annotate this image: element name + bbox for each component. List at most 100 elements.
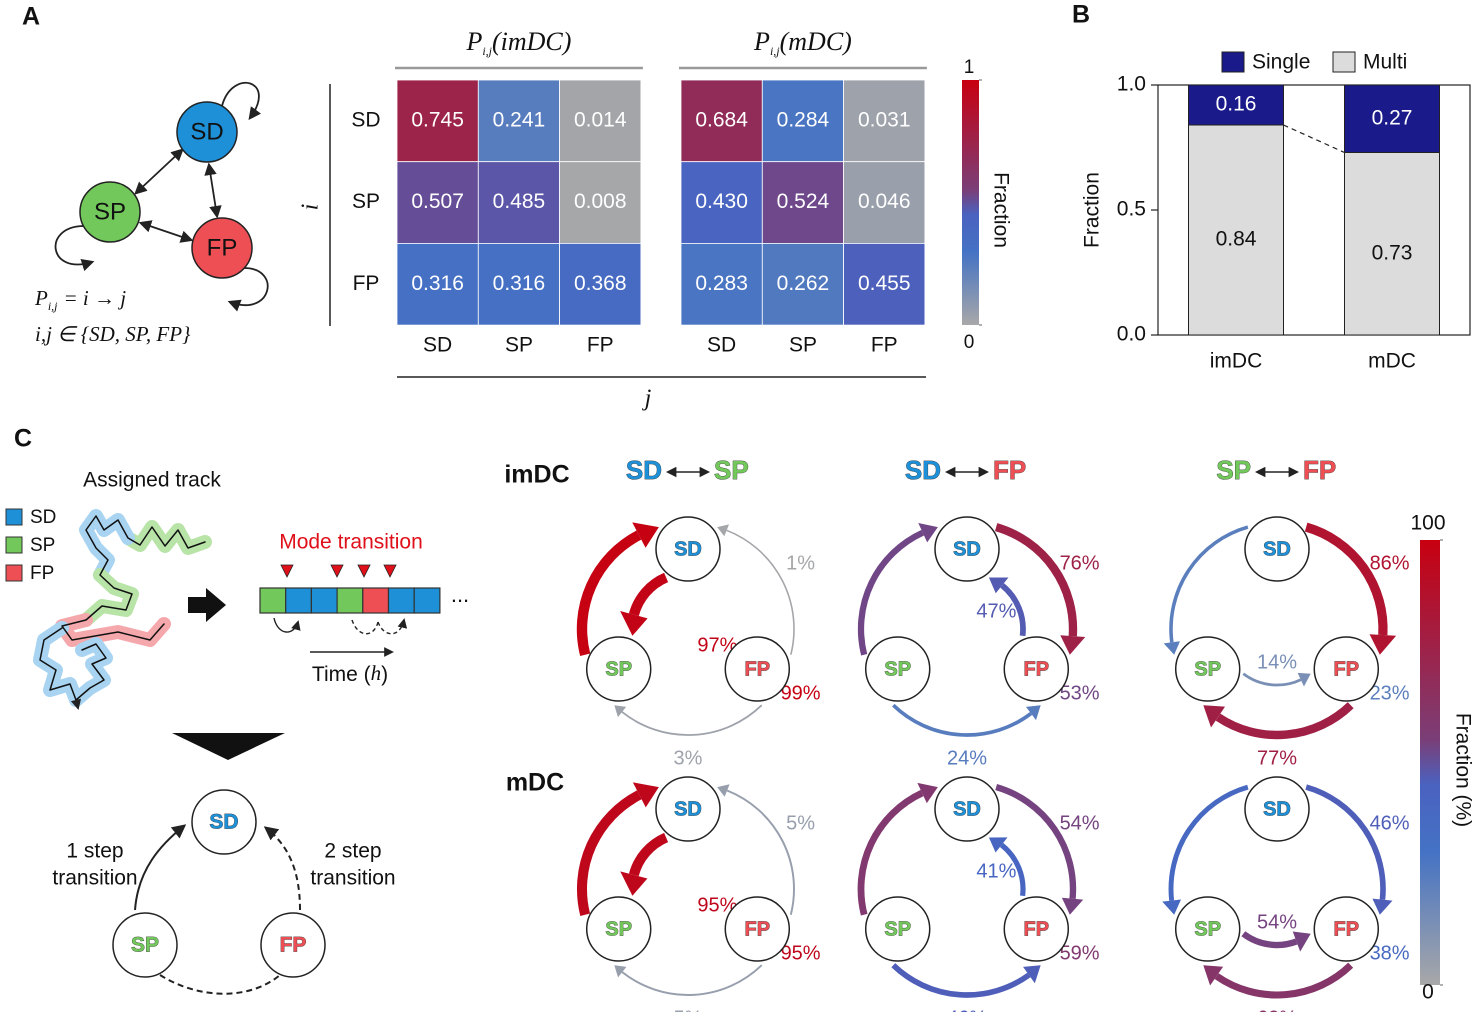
sequence-box [259,587,287,614]
bar-segment [1188,84,1284,126]
state-node [1174,636,1241,702]
arrow-head [918,523,938,543]
colorbar [962,80,979,325]
schematic-arrows [134,824,301,995]
state-node [864,896,931,962]
mode-transition-label: Mode transition [279,531,423,554]
state-node [585,896,652,962]
transition-label: 99% [781,682,821,704]
formula-rest: = i → j [64,286,127,310]
pair-label: SP [1216,455,1251,485]
pair-label: FP [1303,455,1336,485]
formula-symbol: P [34,286,48,310]
arrow-head [632,782,659,808]
one-step-label: transition [52,867,137,890]
state-node [1174,896,1241,962]
heatmap-cell [559,79,642,163]
track-halo [55,613,171,647]
row-label: SD [351,108,380,131]
colorbar-label: Fraction (%) [1451,713,1474,827]
heatmap-cell [396,161,479,244]
heatmap-cell [477,161,560,244]
legend-label: Multi [1363,51,1407,74]
transition-label: 46% [947,1007,987,1012]
state-label: SD [674,798,702,820]
bar-value-label: 0.84 [1216,228,1257,251]
cell-label: 0.316 [411,272,464,295]
cell-label: 0.430 [695,190,748,213]
row-label: FP [353,272,380,295]
column-label: FP [587,334,614,357]
pair-label: SD [626,455,662,485]
step-arrows [273,617,408,657]
state-label: SD [209,811,238,834]
condition-label: mDC [506,769,564,797]
marker [383,564,397,578]
transition-arrow [726,789,795,915]
formula: Pi,j = i → j [34,286,126,313]
arrow-head [988,837,1008,853]
sequence-box [336,587,364,614]
heatmap-cell [680,242,763,326]
transition-label: 14% [1257,651,1297,673]
colorbar-tick-label: 100 [1410,512,1445,535]
state-set: i,j ∈ {SD, SP, FP} [35,322,191,346]
marker [280,564,294,578]
transition-arrow [628,832,669,877]
heatmap-title: Pi,j(imDC) [465,27,571,58]
transition-label: 1% [786,552,815,574]
transition-label: 3% [674,747,703,769]
arrow-head [1162,899,1182,915]
transition-arrow [621,704,763,736]
big-arrow [172,733,285,760]
heatmap-cell [843,242,926,326]
arrow [351,619,379,635]
arrow-head [1026,705,1041,721]
arrow-head [1203,965,1224,986]
transition-arrow [628,572,669,617]
state-node [724,636,791,702]
arrow-head [917,782,938,804]
colorbar [1420,540,1440,985]
column-label: SD [423,334,452,357]
heatmap-cell [843,79,926,163]
arrow [134,824,187,911]
state-node [655,776,721,842]
time-text: ) [381,663,388,686]
bar-segment [1188,124,1284,336]
transition-arrow [576,530,642,656]
transition-label: 59% [1060,942,1100,964]
legend-swatch [1221,51,1245,73]
transition-label: 46% [1370,812,1410,834]
state-node [112,912,178,978]
transition-label: 47% [976,600,1016,622]
column-label: SD [707,334,736,357]
arrow-head [1297,672,1311,687]
state-label: SP [605,918,632,940]
state-node [934,516,1000,582]
state-label: FP [1024,918,1050,940]
sequence-box [413,587,441,614]
heatmap-cell [559,161,642,244]
title-condition: (mDC) [780,27,852,56]
heatmap-cell [559,242,642,326]
transition-label: 5% [674,1007,703,1012]
legend-swatch [1332,51,1356,73]
time-label: Time (h) [312,661,388,686]
cell-label: 0.507 [411,190,464,213]
time-text: Time ( [312,663,371,686]
pair-label: FP [993,455,1026,485]
state-node [655,516,721,582]
transition-arrow [1304,522,1388,636]
transition-label: 97% [697,634,737,656]
transition-label: 95% [781,942,821,964]
arrow [273,617,301,633]
sequence-box [285,587,313,614]
state-node [1244,776,1310,842]
connector [1283,124,1345,154]
transition-arrow [621,964,763,996]
arrow-head [1372,898,1393,915]
arrow-head [1023,965,1041,984]
arrow-head [1292,931,1311,952]
transition-arrow [1214,962,1354,999]
